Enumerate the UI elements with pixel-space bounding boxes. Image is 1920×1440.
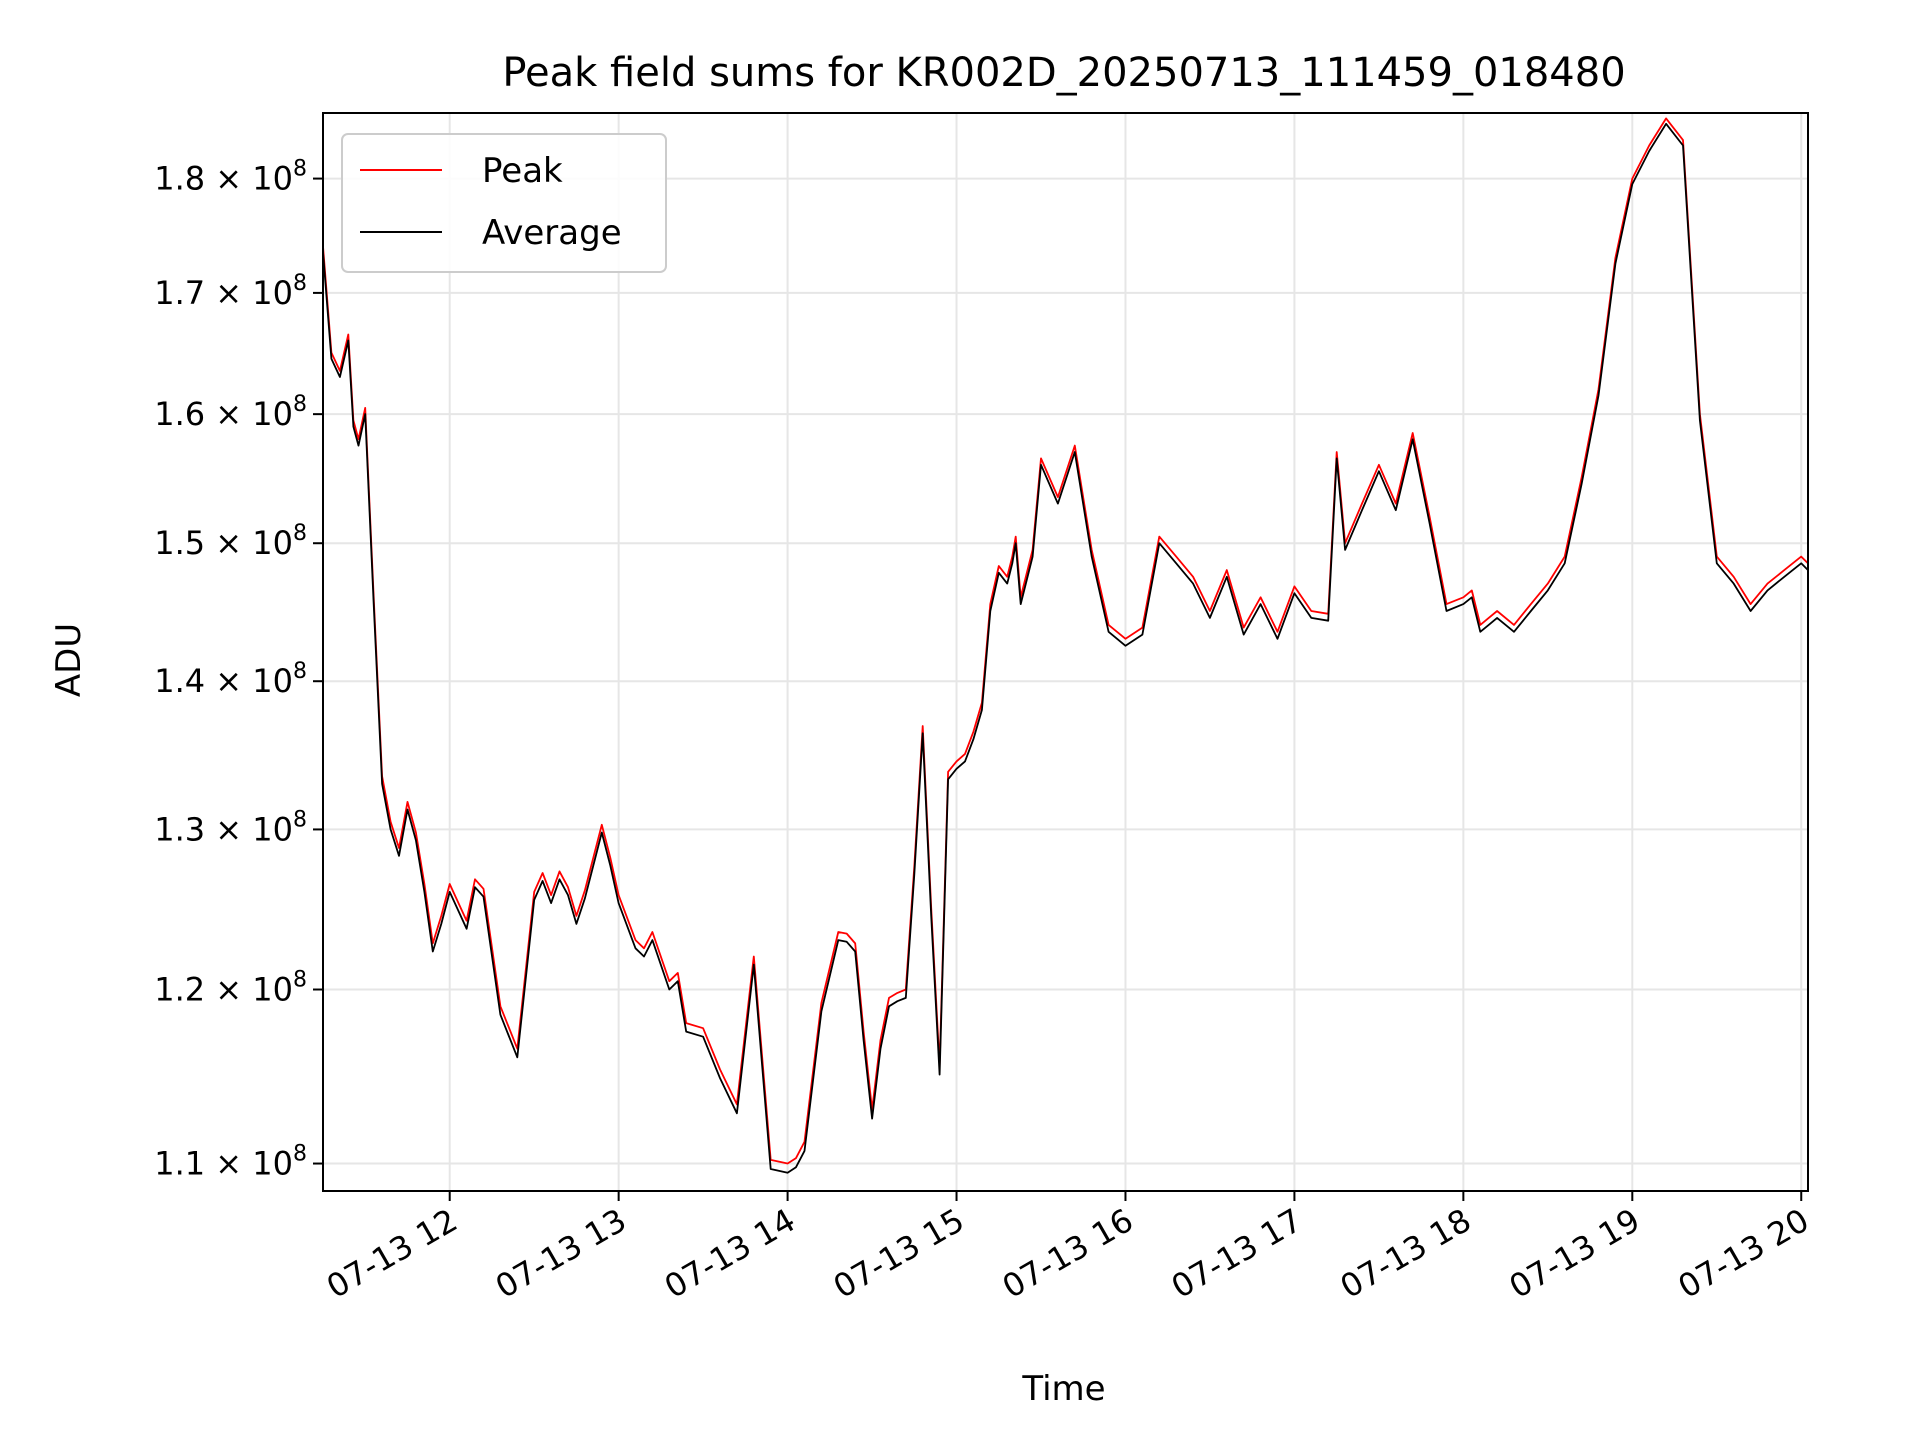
series-line-peak: [322, 117, 1809, 1165]
y-tick-label: 1.1 × 108: [154, 1142, 307, 1183]
y-tick-label: 1.6 × 108: [154, 392, 307, 433]
y-axis-label: ADU: [49, 623, 89, 697]
y-tick-label: 1.7 × 108: [154, 271, 307, 312]
series-line-average: [322, 122, 1809, 1174]
legend-label-peak: Peak: [482, 151, 563, 191]
legend: Peak Average: [341, 133, 667, 273]
y-axis: 1.1 × 108 1.2 × 108 1.3 × 108 1.4 × 108 1.5 …: [154, 157, 323, 1183]
y-tick-label: 1.4 × 108: [154, 659, 307, 700]
x-axis-label: Time: [1021, 1369, 1105, 1409]
y-tick-label: 1.8 × 108: [154, 157, 307, 198]
legend-box: [341, 133, 667, 273]
y-tick-label: 1.5 × 108: [154, 521, 307, 562]
legend-label-average: Average: [482, 213, 622, 253]
series-layer: [322, 117, 1809, 1174]
plot-frame: [322, 112, 1809, 1192]
chart-title: Peak field sums for KR002D_20250713_1114…: [502, 50, 1625, 96]
y-tick-label: 1.3 × 108: [154, 807, 307, 848]
y-tick-label: 1.2 × 108: [154, 968, 307, 1009]
grid: [323, 113, 1808, 1191]
